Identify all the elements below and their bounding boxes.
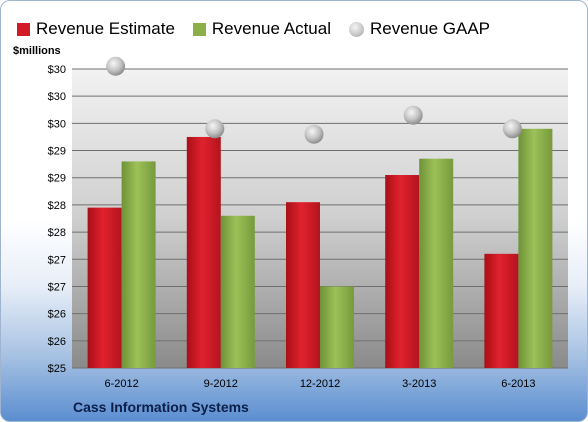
y-tick-label: $30 bbox=[48, 118, 66, 130]
company-name: Cass Information Systems bbox=[73, 399, 249, 415]
x-tick-label: 12-2012 bbox=[300, 378, 340, 390]
legend-marker-gaap bbox=[349, 21, 364, 37]
gaap-markers bbox=[106, 56, 522, 144]
legend-item-estimate: Revenue Estimate bbox=[17, 19, 175, 39]
bar-revenue-actual bbox=[220, 215, 255, 368]
legend-label-actual: Revenue Actual bbox=[211, 19, 331, 38]
bar-revenue-estimate bbox=[484, 253, 519, 368]
y-tick-label: $26 bbox=[48, 336, 66, 348]
bar-revenue-actual bbox=[419, 158, 454, 368]
legend-item-gaap: Revenue GAAP bbox=[349, 19, 490, 39]
y-tick-label: $30 bbox=[48, 64, 66, 76]
legend-item-actual: Revenue Actual bbox=[192, 19, 331, 39]
y-tick-label: $28 bbox=[48, 227, 66, 239]
marker-revenue-gaap bbox=[304, 124, 324, 144]
y-axis-ticks: $25 $26 $26 $27 $27 $28 $28 $29 $29 $30 $30 $30 bbox=[48, 64, 66, 375]
x-tick-label: 9-2012 bbox=[204, 378, 238, 390]
y-tick-label: $30 bbox=[48, 91, 66, 103]
bars bbox=[87, 128, 553, 368]
marker-revenue-gaap bbox=[106, 56, 126, 76]
legend-swatch-actual bbox=[192, 22, 206, 36]
bar-revenue-estimate bbox=[286, 202, 320, 368]
y-tick-label: $27 bbox=[48, 254, 66, 266]
x-axis-ticks: 6-2012 9-2012 12-2012 3-2013 6-2013 bbox=[104, 378, 535, 390]
legend-label-gaap: Revenue GAAP bbox=[370, 19, 491, 38]
chart-legend: Revenue Estimate Revenue Actual Revenue … bbox=[17, 15, 490, 43]
bar-revenue-estimate bbox=[385, 175, 420, 368]
marker-revenue-gaap bbox=[502, 119, 522, 139]
y-tick-label: $29 bbox=[48, 146, 66, 158]
x-tick-label: 6-2013 bbox=[501, 378, 535, 390]
y-tick-label: $27 bbox=[48, 281, 66, 293]
x-tick-label: 6-2012 bbox=[104, 378, 138, 390]
marker-revenue-gaap bbox=[205, 119, 225, 139]
y-tick-label: $26 bbox=[48, 309, 66, 321]
bar-revenue-actual bbox=[518, 128, 553, 368]
y-tick-label: $29 bbox=[48, 173, 66, 185]
marker-revenue-gaap bbox=[403, 105, 423, 125]
bar-revenue-estimate bbox=[186, 136, 221, 368]
legend-swatch-estimate bbox=[17, 22, 30, 36]
bar-revenue-actual bbox=[320, 286, 354, 368]
y-tick-label: $28 bbox=[48, 200, 66, 212]
y-axis-units-label: $millions bbox=[13, 45, 61, 57]
x-tick-label: 3-2013 bbox=[402, 378, 436, 390]
legend-label-estimate: Revenue Estimate bbox=[36, 19, 175, 38]
y-tick-label: $25 bbox=[48, 363, 66, 375]
bar-revenue-estimate bbox=[87, 207, 122, 368]
bar-revenue-actual bbox=[121, 161, 156, 368]
